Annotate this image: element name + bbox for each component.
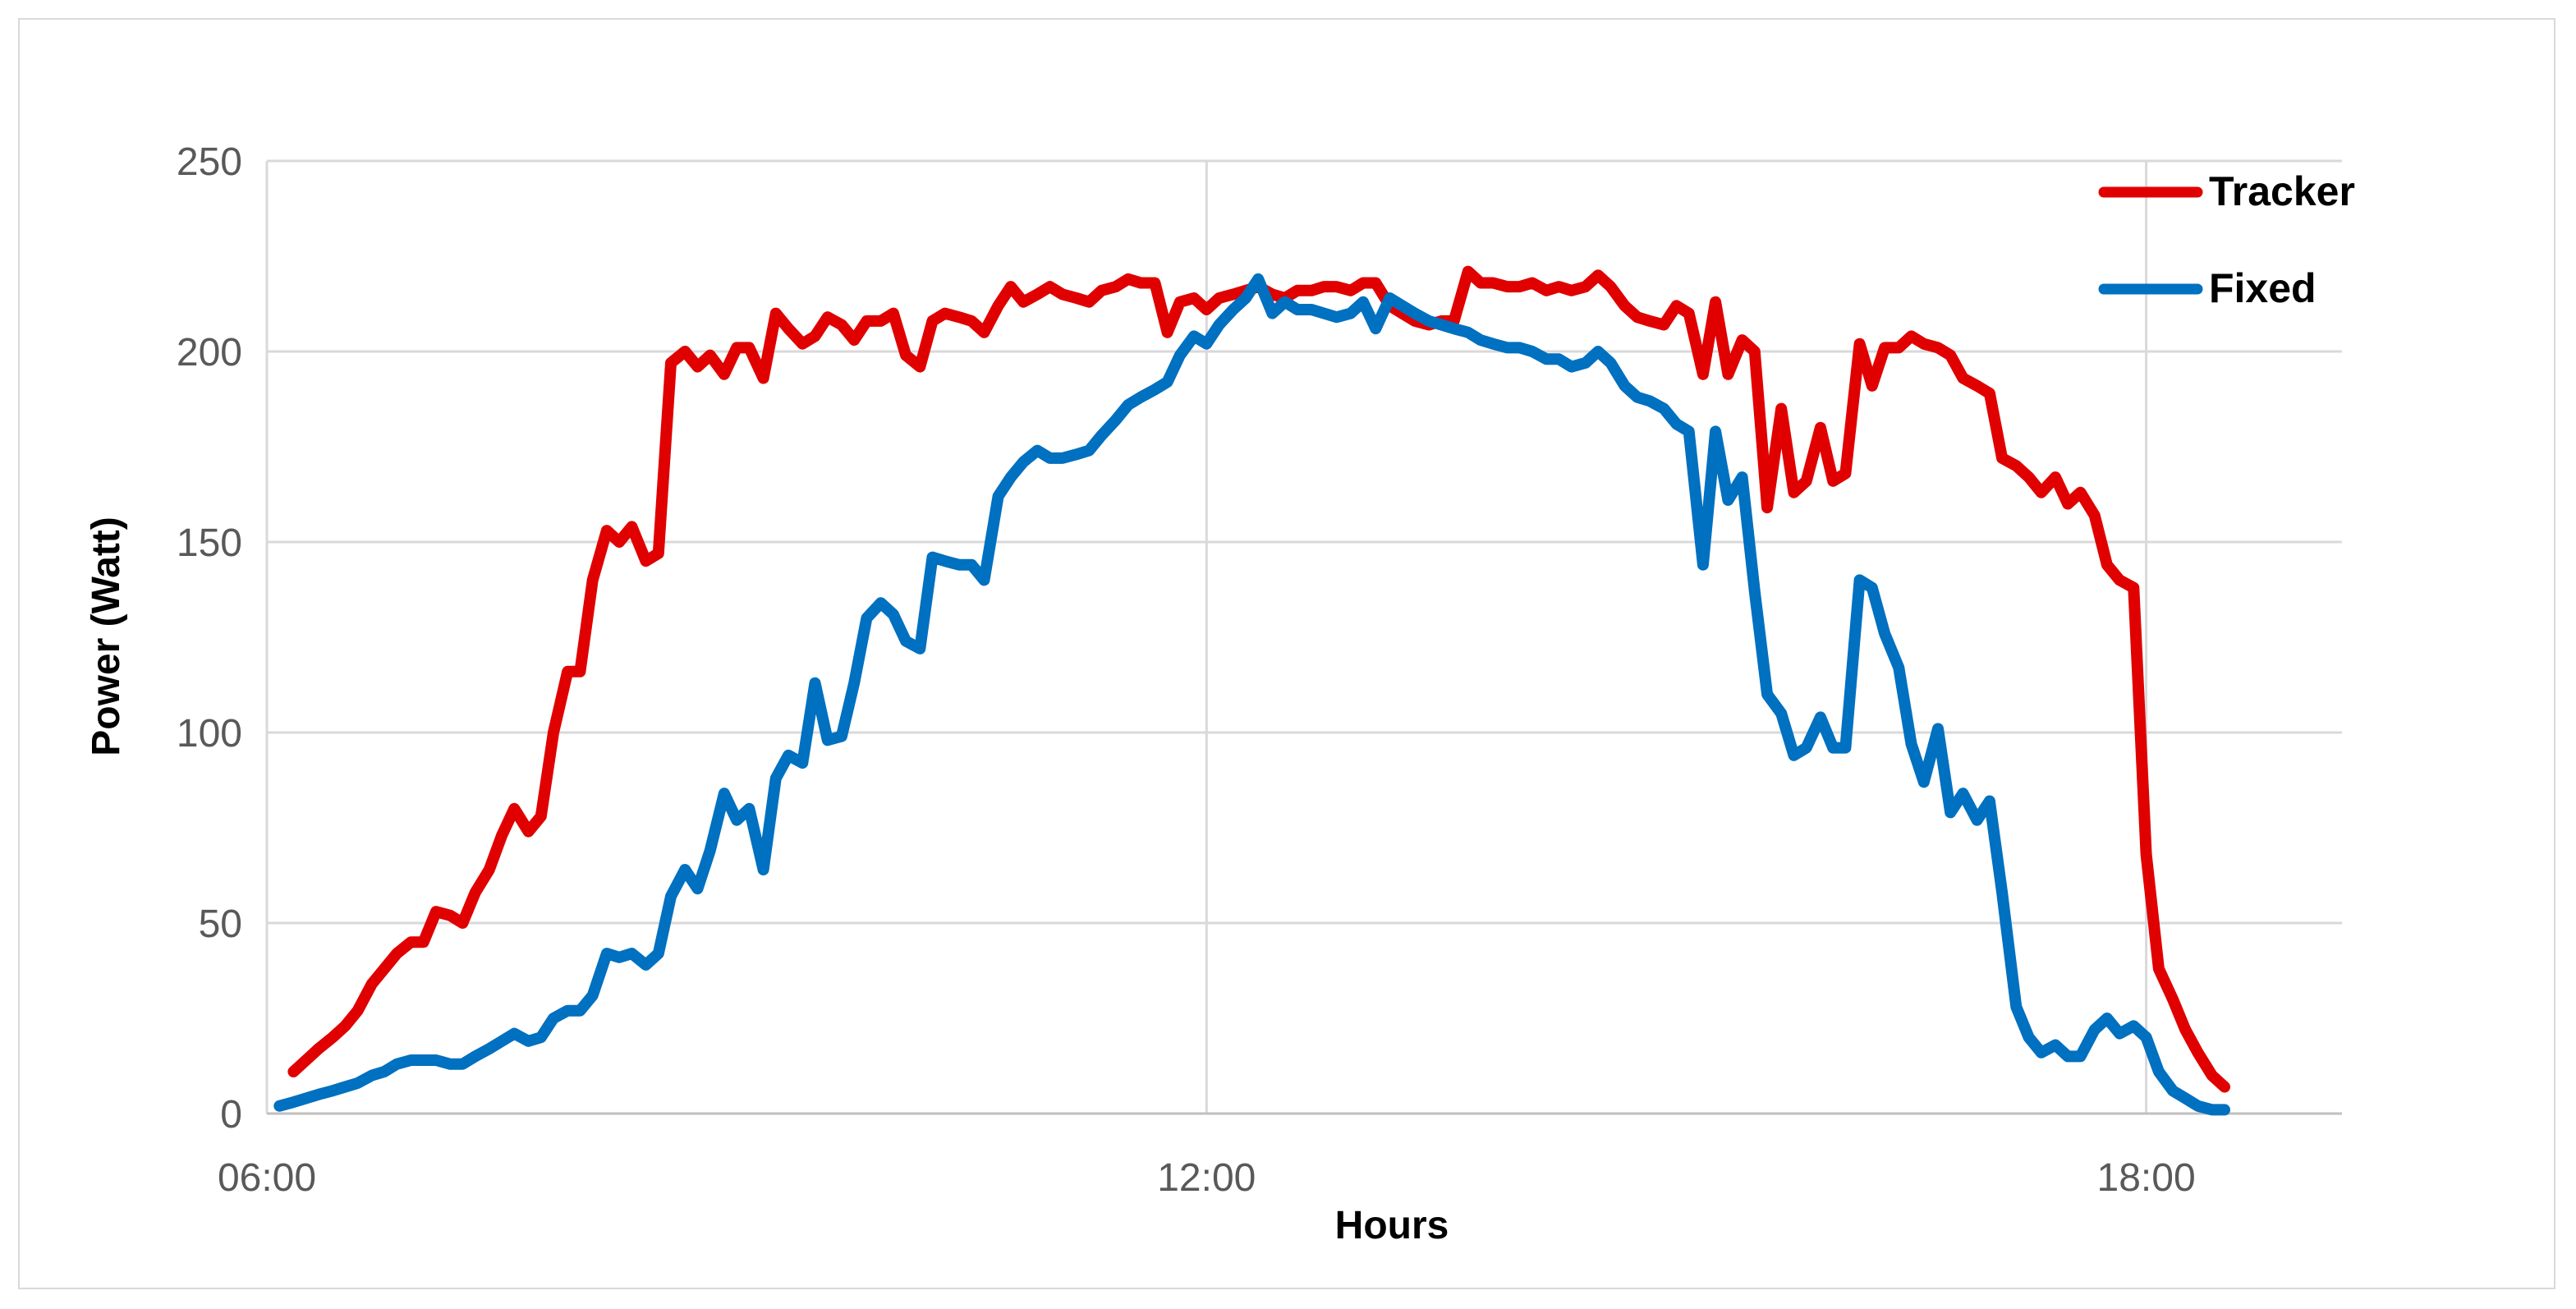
y-tick-label: 50 [199,903,242,946]
y-tick-label: 200 [177,331,242,374]
x-tick-label: 12:00 [1157,1156,1256,1200]
legend-label-tracker: Tracker [2209,168,2355,214]
y-tick-label: 150 [177,521,242,565]
y-axis-title: Power (Watt) [85,517,128,756]
x-axis-title: Hours [1335,1204,1449,1247]
y-tick-label: 0 [220,1093,242,1137]
legend: Tracker Fixed [2098,168,2355,311]
y-tick-label: 100 [177,712,242,756]
axis-layer [265,161,2342,1115]
series-line-tracker [287,265,2230,1093]
series-line-fixed [273,273,2230,1116]
y-tick-label: 250 [177,140,242,184]
legend-label-fixed: Fixed [2209,265,2317,311]
x-tick-label: 18:00 [2097,1156,2196,1200]
x-tick-label: 06:00 [218,1156,316,1200]
grid-layer [267,159,2342,1114]
series-layer [273,265,2230,1116]
tick-labels: 0 50 100 150 200 250 06:00 12:00 18:00 [177,140,2196,1200]
